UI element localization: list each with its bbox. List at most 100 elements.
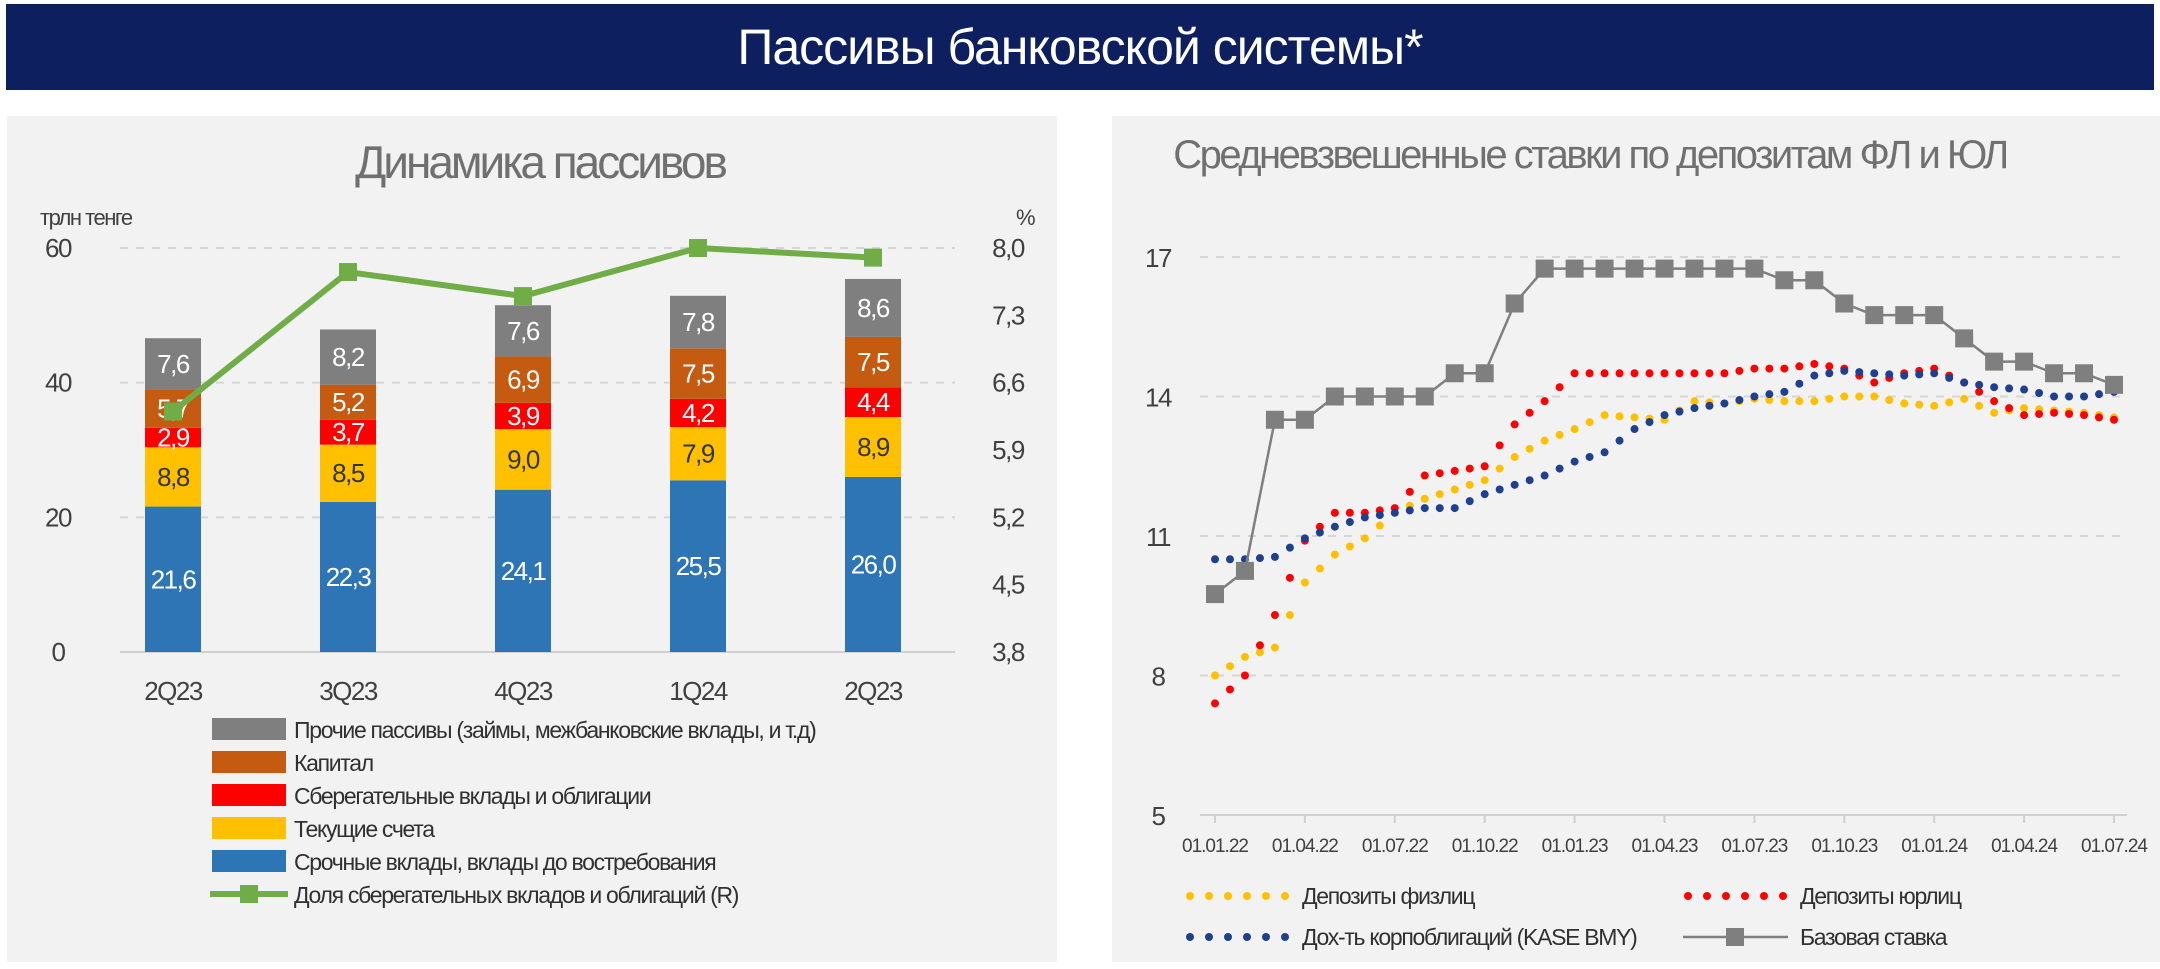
bar-data-label: 4,2 (682, 398, 715, 428)
series-dot (1555, 430, 1564, 439)
x-tick-label: 01.04.22 (1272, 836, 1338, 857)
left-axis-unit: трлн тенге (40, 205, 133, 230)
series-dot (1570, 425, 1579, 434)
y-tick-label: 20 (45, 502, 72, 532)
series-dot (2035, 389, 2044, 398)
series-dot (2020, 411, 2029, 420)
series-dot (1285, 543, 1294, 552)
x-tick-label: 1Q24 (669, 676, 728, 706)
series-dot (1240, 671, 1249, 680)
legend-swatch (212, 784, 286, 806)
series-dot (1630, 425, 1639, 434)
base-rate-marker (1955, 329, 1974, 348)
bar-segment (320, 419, 376, 445)
series-dot (1420, 471, 1429, 480)
base-rate-marker (1265, 410, 1284, 429)
bar-segment (495, 356, 551, 403)
series-dot (1915, 370, 1924, 379)
series-dot (2110, 415, 2118, 424)
series-dot (1270, 611, 1279, 620)
legend-dot-swatch (1243, 933, 1251, 941)
series-dot (1720, 369, 1729, 378)
base-rate-marker (1565, 259, 1584, 278)
series-dot (1510, 452, 1519, 461)
bar-segment (145, 427, 201, 448)
base-rate-marker (1625, 259, 1644, 278)
series-dot (1390, 508, 1399, 517)
y-tick-label: 0 (52, 637, 66, 667)
series-1 (1211, 392, 2118, 680)
legend-dot-swatch (1760, 892, 1768, 900)
series-dot (1510, 480, 1519, 489)
bar-data-label: 7,6 (157, 349, 190, 379)
share-line-marker (514, 287, 532, 306)
series-dot (1270, 643, 1279, 652)
series-dot (1765, 390, 1774, 399)
bar-data-label: 26,0 (851, 549, 897, 579)
series-dot (1630, 369, 1639, 378)
x-tick-label: 01.07.24 (2081, 836, 2148, 857)
base-rate-marker (1835, 294, 1854, 313)
series-dot (1285, 573, 1294, 582)
base-rate-marker (1385, 387, 1404, 406)
header-banner (6, 4, 2154, 90)
share-line-marker (339, 263, 357, 282)
series-dot (1750, 392, 1759, 401)
bar-segment (320, 329, 376, 385)
bar-segment (670, 348, 726, 399)
series-dot (1211, 555, 1219, 564)
series-dot (2065, 392, 2074, 401)
legend-dot-swatch (1684, 892, 1692, 900)
series-dot (1825, 394, 1834, 403)
series-dot (1915, 400, 1924, 409)
series-dot (1465, 464, 1474, 473)
series-dot (1825, 369, 1834, 378)
x-tick-label: 01.10.23 (1811, 836, 1877, 857)
series-dot (1570, 369, 1579, 378)
series-dot (1795, 362, 1804, 371)
bar-data-label: 7,5 (682, 359, 715, 389)
series-dot (1780, 397, 1789, 406)
series-dot (1765, 364, 1774, 373)
y2-tick-label: 6,6 (992, 368, 1025, 398)
base-rate-marker (2015, 352, 2034, 371)
x-tick-label: 2Q23 (844, 676, 903, 706)
bar-segment (495, 402, 551, 430)
series-dot (1225, 685, 1234, 694)
series-dot (1345, 518, 1354, 527)
series-dot (1690, 404, 1699, 413)
series-dot (1585, 452, 1594, 461)
series-dot (1945, 373, 1954, 382)
series-dot (1810, 371, 1819, 380)
series-dot (1735, 395, 1744, 404)
share-line-marker (864, 248, 882, 267)
bar-segment (670, 427, 726, 481)
series-dot (1855, 392, 1864, 401)
series-dot (1855, 368, 1864, 377)
series-dot (1840, 366, 1849, 375)
bar-segment (145, 447, 201, 507)
y2-tick-label: 5,2 (992, 502, 1025, 532)
series-dot (1990, 383, 1999, 392)
series-dot (1330, 550, 1339, 559)
x-tick-label: 01.07.23 (1721, 836, 1787, 857)
legend-dot-swatch (1243, 892, 1251, 900)
bar-segment (145, 506, 201, 652)
y2-tick-label: 4,5 (992, 570, 1025, 600)
base-rate-marker (1235, 561, 1254, 580)
series-dot (1420, 504, 1429, 513)
base-rate-marker (1865, 306, 1884, 325)
legend-dot-swatch (1186, 933, 1194, 941)
series-dot (1600, 448, 1609, 457)
legend-dot-swatch (1703, 892, 1711, 900)
series-dot (1465, 480, 1474, 489)
legend-label: Базовая ставка (1800, 924, 1948, 950)
bar-segment (670, 480, 726, 652)
bar-data-label: 5,2 (332, 387, 365, 417)
series-dot (1255, 648, 1264, 657)
series-dot (1870, 369, 1879, 378)
x-tick-label: 2Q23 (144, 676, 203, 706)
bar-data-label: 7,8 (682, 307, 715, 337)
series-dot (2095, 390, 2104, 399)
